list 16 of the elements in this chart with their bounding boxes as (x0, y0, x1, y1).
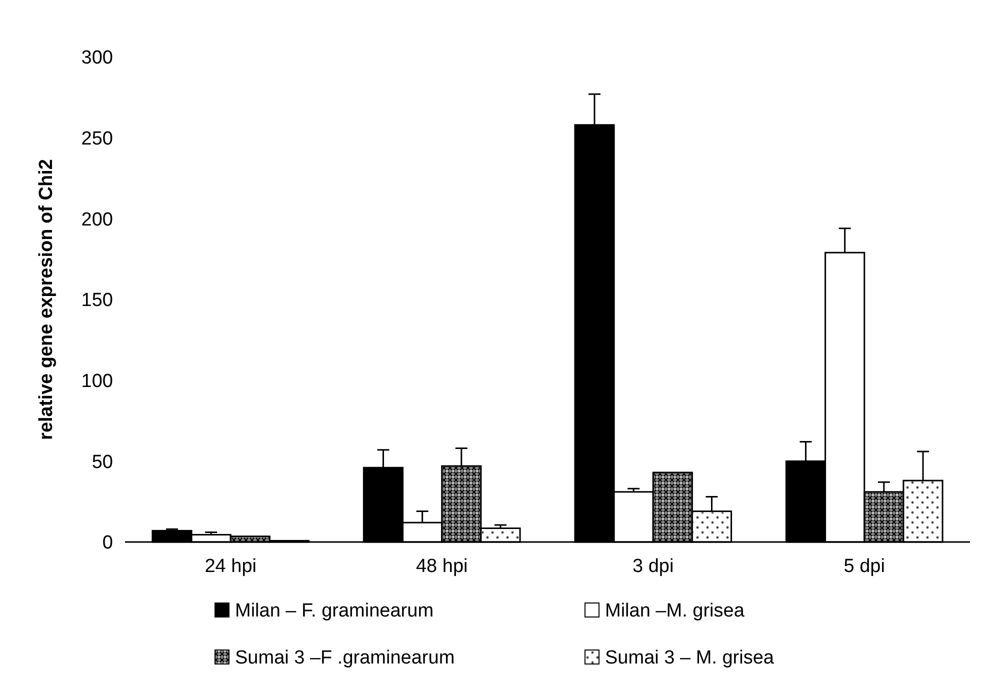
x-tick-label: 5 dpi (844, 556, 885, 577)
legend-label: Sumai 3 – M. grisea (605, 648, 774, 669)
y-tick-label: 50 (92, 452, 113, 473)
legend-label: Milan – F. graminearum (235, 600, 434, 622)
y-tick-label: 0 (102, 532, 113, 554)
x-tick-label: 24 hpi (204, 556, 257, 577)
legend-label: Sumai 3 –F .graminearum (235, 648, 455, 669)
y-tick-label: 150 (81, 290, 113, 312)
y-axis-title: relative gene expresion of Chi2 (36, 159, 57, 440)
y-tick-label: 250 (81, 128, 113, 150)
x-tick-label: 48 hpi (416, 556, 468, 577)
y-tick-label: 200 (81, 209, 113, 230)
legend-label: Milan –M. grisea (605, 600, 745, 622)
y-tick-label: 300 (81, 48, 113, 69)
y-tick-label: 100 (81, 370, 113, 392)
x-tick-label: 3 dpi (632, 556, 674, 577)
